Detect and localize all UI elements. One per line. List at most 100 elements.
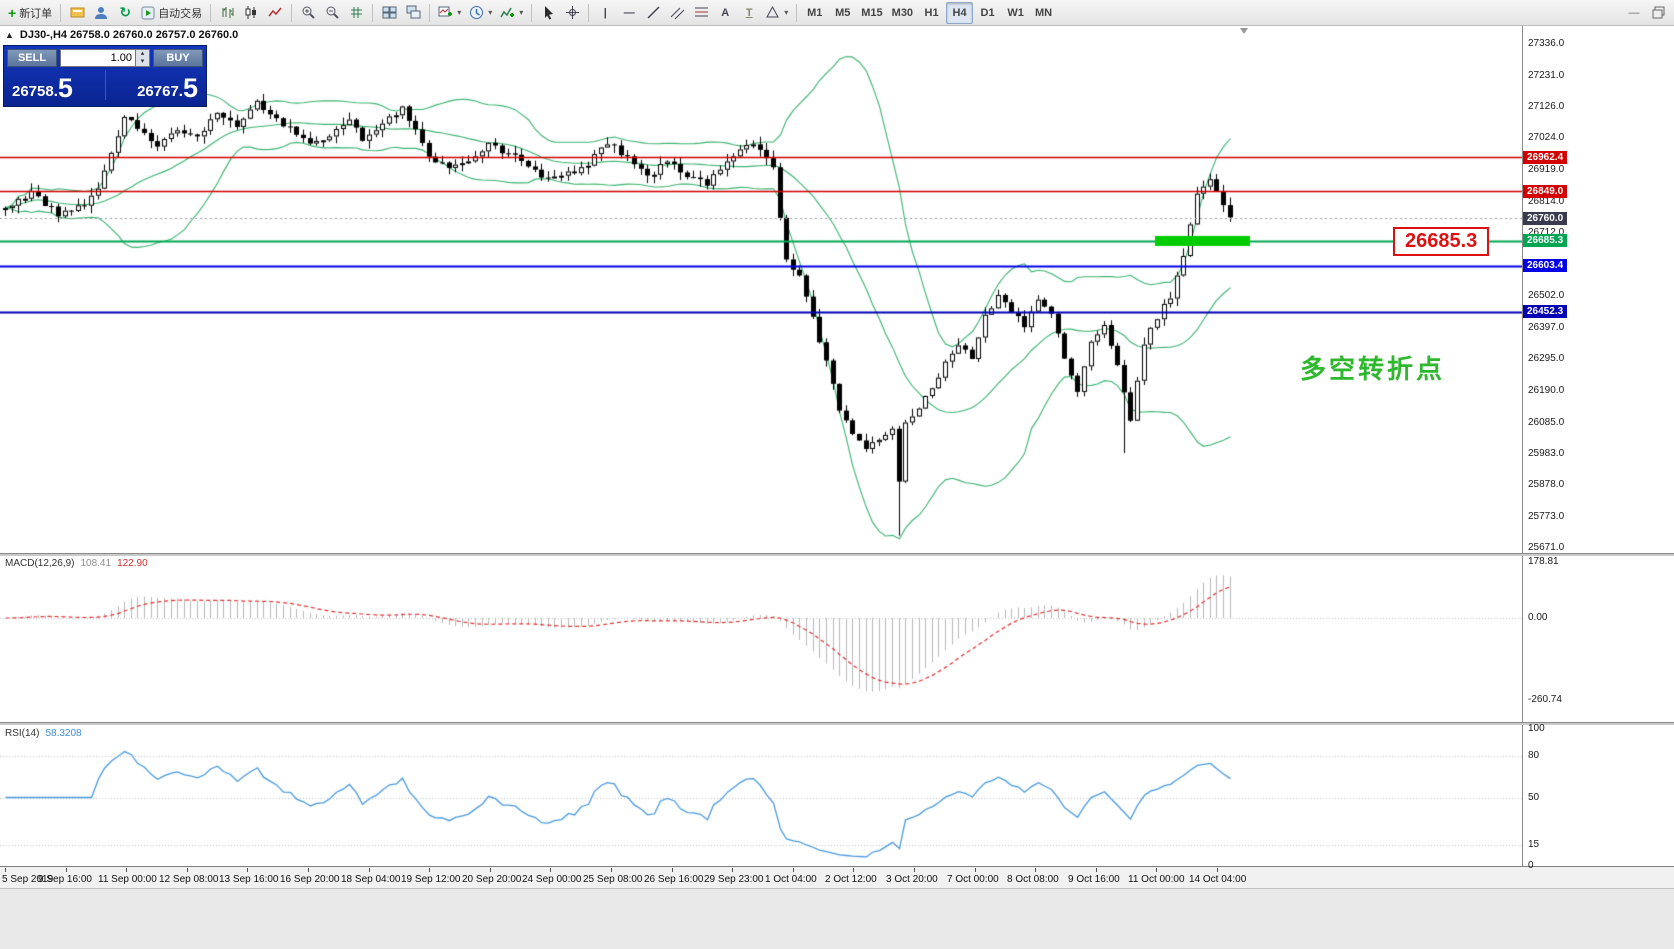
fibonacci-tool-button[interactable] bbox=[689, 2, 713, 24]
vertical-line-tool-button[interactable]: | bbox=[593, 2, 617, 24]
macd-title: MACD(12,26,9) bbox=[5, 558, 75, 569]
time-axis-label: 1 Oct 04:00 bbox=[765, 874, 817, 885]
panel-splitter-macd[interactable] bbox=[0, 553, 1674, 556]
line-chart-icon bbox=[268, 5, 283, 20]
rsi-title: RSI(14) bbox=[5, 728, 40, 739]
trendline-tool-button[interactable] bbox=[641, 2, 665, 24]
volume-input[interactable] bbox=[60, 49, 136, 67]
cursor-tool-button[interactable] bbox=[536, 2, 560, 24]
timeframe-m5-button[interactable]: M5 bbox=[835, 6, 851, 19]
zoom-out-button[interactable] bbox=[320, 2, 344, 24]
grid-button[interactable] bbox=[344, 2, 368, 24]
time-axis-label: 8 Oct 08:00 bbox=[1007, 874, 1059, 885]
chart-shift-marker[interactable] bbox=[1240, 28, 1248, 34]
refresh-button[interactable]: ↻ bbox=[113, 2, 137, 24]
rsi-axis-label: 0 bbox=[1528, 860, 1534, 871]
timeframe-mn-button[interactable]: MN bbox=[1035, 6, 1053, 19]
time-axis-label: 29 Sep 23:00 bbox=[704, 874, 764, 885]
restore-button[interactable] bbox=[1646, 2, 1670, 24]
autotrading-icon bbox=[141, 6, 155, 20]
time-axis-label: 25 Sep 08:00 bbox=[583, 874, 643, 885]
separator bbox=[429, 3, 431, 22]
rsi-axis-label: 100 bbox=[1528, 723, 1545, 734]
symbols-icon bbox=[70, 5, 85, 20]
price-axis-label: 27024.0 bbox=[1528, 132, 1565, 144]
price-scale-column[interactable] bbox=[1522, 26, 1674, 866]
timeframe-m30-button[interactable]: M30 bbox=[891, 6, 914, 19]
time-tick bbox=[247, 868, 248, 872]
horizontal-line-tool-button[interactable]: — bbox=[617, 2, 641, 24]
price-axis-label: 26712.0 bbox=[1528, 226, 1565, 238]
profile-button[interactable] bbox=[89, 2, 113, 24]
volume-decrease-button[interactable]: ▾ bbox=[140, 58, 145, 65]
new-order-button[interactable]: + 新订单 bbox=[4, 2, 56, 24]
time-tick bbox=[66, 868, 67, 872]
separator bbox=[796, 3, 798, 22]
crosshair-tool-button[interactable] bbox=[560, 2, 584, 24]
indicators-button[interactable]: ▾ bbox=[496, 2, 527, 24]
price-axis-label: 26397.0 bbox=[1528, 322, 1565, 334]
price-callout-label[interactable]: 26685.3 bbox=[1393, 227, 1490, 256]
shapes-tool-button[interactable]: ▾ bbox=[761, 2, 792, 24]
dropdown-icon: ▾ bbox=[457, 8, 462, 17]
timeframe-m15-button[interactable]: M15 bbox=[861, 6, 883, 19]
price-axis-label: 26295.0 bbox=[1528, 353, 1565, 365]
separator bbox=[531, 3, 533, 22]
level-price-badge: 26603.4 bbox=[1523, 259, 1568, 273]
volume-control: ▴ ▾ bbox=[60, 49, 150, 67]
channel-tool-button[interactable] bbox=[665, 2, 689, 24]
tile-windows-button[interactable] bbox=[377, 2, 401, 24]
sell-button[interactable]: SELL bbox=[7, 49, 57, 67]
timeframe-m1-button[interactable]: M1 bbox=[807, 6, 823, 19]
text-icon: A bbox=[721, 6, 730, 19]
autotrading-button[interactable]: 自动交易 bbox=[137, 2, 206, 24]
profiles-button[interactable]: ▾ bbox=[465, 2, 496, 24]
macd-canvas[interactable] bbox=[0, 556, 1522, 722]
rsi-axis-label: 15 bbox=[1528, 839, 1540, 851]
minimize-button[interactable]: — bbox=[1622, 2, 1646, 24]
text-tool-button[interactable]: A bbox=[713, 2, 737, 24]
sell-price-small: 26758. bbox=[12, 83, 58, 100]
trade-panel-toggle-icon[interactable]: ▲ bbox=[5, 30, 14, 40]
timeframe-h4-button[interactable]: H4 bbox=[946, 1, 974, 24]
macd-value: 108.41 bbox=[80, 558, 112, 569]
rsi-value: 58.3208 bbox=[45, 728, 82, 739]
timeframe-d1-button[interactable]: D1 bbox=[980, 6, 995, 19]
autotrading-label: 自动交易 bbox=[158, 7, 203, 20]
grid-icon bbox=[349, 5, 364, 20]
bar-chart-button[interactable] bbox=[215, 2, 239, 24]
price-axis-label: 25773.0 bbox=[1528, 511, 1565, 523]
new-chart-button[interactable]: ▾ bbox=[434, 2, 465, 24]
price-axis-label: 26190.0 bbox=[1528, 384, 1565, 396]
time-axis[interactable]: 5 Sep 2019 9 Sep 16:00 11 Sep 00:00 12 Sep … bbox=[0, 866, 1674, 888]
timeframe-w1-button[interactable]: W1 bbox=[1007, 6, 1024, 19]
candlestick-chart-button[interactable] bbox=[239, 2, 263, 24]
chart-annotation-text[interactable]: 多空转折点 bbox=[1300, 354, 1446, 384]
line-chart-button[interactable] bbox=[263, 2, 287, 24]
zoom-in-icon bbox=[301, 5, 316, 20]
time-axis-label: 14 Oct 04:00 bbox=[1189, 874, 1247, 885]
separator bbox=[60, 3, 62, 22]
time-tick bbox=[490, 868, 491, 872]
volume-increase-button[interactable]: ▴ bbox=[140, 50, 145, 57]
buy-price[interactable]: 26767. 5 bbox=[137, 75, 198, 102]
time-axis-label: 19 Sep 12:00 bbox=[401, 874, 461, 885]
new-chart-icon bbox=[438, 5, 453, 20]
fibonacci-icon bbox=[694, 5, 709, 20]
zoom-in-button[interactable] bbox=[296, 2, 320, 24]
buy-price-small: 26767. bbox=[137, 83, 183, 100]
buy-button[interactable]: BUY bbox=[153, 49, 203, 67]
sell-price[interactable]: 26758. 5 bbox=[12, 75, 73, 102]
time-axis-label: 9 Oct 16:00 bbox=[1068, 874, 1120, 885]
rsi-canvas[interactable] bbox=[0, 725, 1522, 866]
toolbar: + 新订单 ↻ 自动交易 ▾ ▾ ▾ bbox=[0, 0, 1674, 26]
timeframe-h1-button[interactable]: H1 bbox=[924, 6, 939, 19]
symbols-button[interactable] bbox=[65, 2, 89, 24]
label-tool-button[interactable]: T bbox=[737, 2, 761, 24]
time-axis-label: 2 Oct 12:00 bbox=[825, 874, 877, 885]
panel-splitter-rsi[interactable] bbox=[0, 722, 1674, 725]
cascade-windows-button[interactable] bbox=[401, 2, 425, 24]
time-axis-label: 11 Sep 00:00 bbox=[98, 874, 157, 885]
plus-icon: + bbox=[8, 4, 17, 21]
main-chart-canvas[interactable] bbox=[0, 26, 1522, 553]
